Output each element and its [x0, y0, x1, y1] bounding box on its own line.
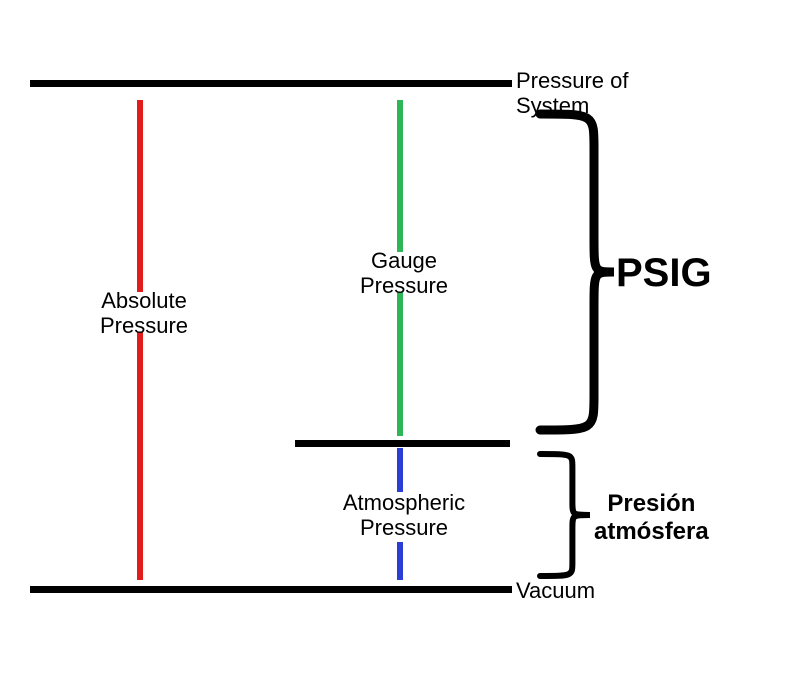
label-presion-atmosfera: Presión atmósfera — [594, 490, 709, 545]
brace-big-icon — [540, 114, 620, 430]
label-pressure-of-system: Pressure of System — [516, 68, 629, 119]
label-absolute-pressure: Absolute Pressure — [96, 288, 192, 339]
pressure-diagram: Pressure of System Absolute Pressure Gau… — [0, 0, 802, 698]
absolute-bar-upper — [137, 100, 143, 292]
line-mid — [295, 440, 510, 447]
label-gauge-pressure: Gauge Pressure — [356, 248, 452, 299]
atm-bar-upper — [397, 448, 403, 492]
absolute-bar-lower — [137, 332, 143, 580]
line-bottom — [30, 586, 512, 593]
gauge-bar-lower — [397, 292, 403, 436]
brace-small-icon — [540, 454, 596, 576]
label-vacuum: Vacuum — [516, 578, 595, 603]
label-psig: PSIG — [616, 250, 712, 296]
atm-bar-lower — [397, 542, 403, 580]
gauge-bar-upper — [397, 100, 403, 252]
line-top — [30, 80, 512, 87]
label-atmospheric-pressure: Atmospheric Pressure — [338, 490, 470, 541]
